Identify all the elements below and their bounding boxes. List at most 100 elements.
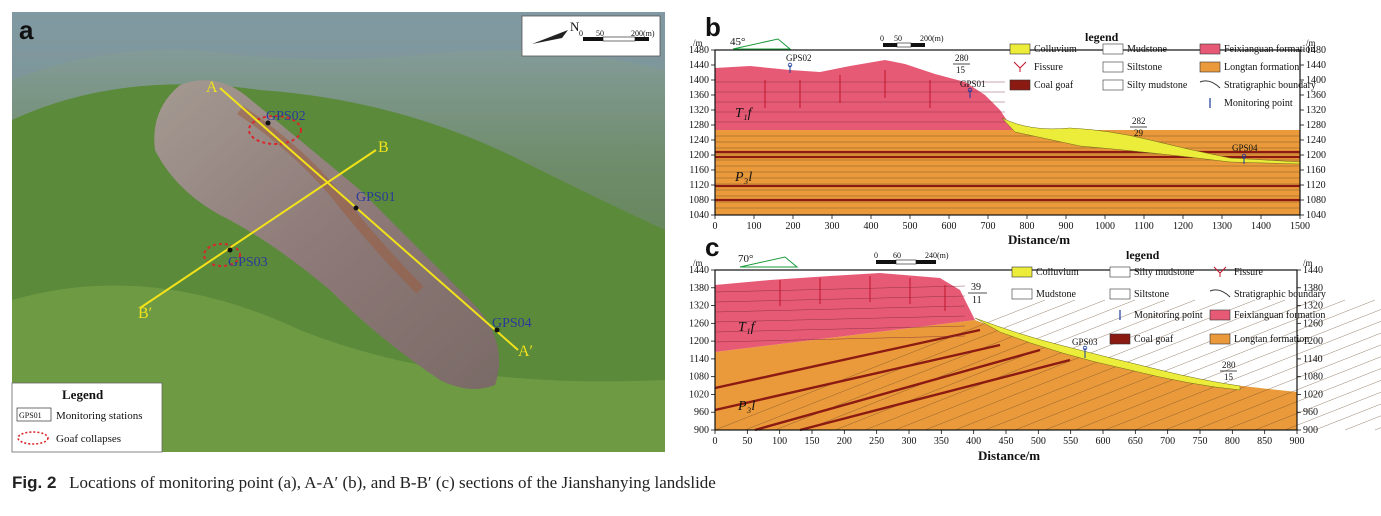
station-label: GPS02 [266,109,306,124]
legend-swatch [1102,79,1124,91]
panel-c-section: c 1440 1440 1380 1380 1320 1320 1260 1260 1200 12… [689,232,1381,463]
svg-text:50: 50 [894,34,902,43]
y-tick-label: 1040 [1306,210,1326,221]
x-tick-label: 1500 [1290,221,1310,232]
x-tick-label: 200 [786,221,801,232]
boundary-icon [1209,289,1231,298]
x-tick-label: 1200 [1173,221,1193,232]
station-marker [494,327,500,333]
svg-text:280: 280 [955,53,969,63]
figure-caption: Fig. 2 Locations of monitoring point (a)… [12,473,716,493]
goaf-collapse-lower [203,243,241,267]
y-tick-label: 1080 [689,195,709,206]
legend-item-label: Mudstone [1127,44,1168,55]
y-tick-label: 1480 [1306,45,1326,56]
legend-item-label: Feixianguan formation [1224,44,1315,55]
north-scale-box: N 0 50 200(m) [521,15,661,57]
y-tick-label: 1400 [1306,75,1326,86]
x-tick-label: 150 [805,436,820,447]
svg-text:GPS02: GPS02 [786,53,812,63]
y-tick-label: 1140 [689,354,709,365]
x-tick-label: 900 [1059,221,1074,232]
section-c-geology [714,273,1381,432]
legend-item-label: Coal goaf [1134,334,1174,345]
x-tick-label: 1100 [1134,221,1154,232]
y-unit: /m [693,38,703,48]
svg-text:legend: legend [1085,30,1119,44]
legend-item-label: Coal goaf [1034,80,1074,91]
dip-angle-c: 70° [738,253,753,265]
legend-swatch [1011,288,1033,300]
legend-item-label: Colluvium [1034,44,1077,55]
y-unit: /m [1306,38,1316,48]
y-tick-label: 1380 [1303,283,1323,294]
x-tick-label: 650 [1128,436,1143,447]
svg-text:50: 50 [596,29,604,38]
fissure-icon [1013,61,1027,72]
station-marker [353,205,359,211]
svg-text:200(m): 200(m) [631,29,655,38]
svg-text:b: b [705,12,721,42]
y-tick-label: 1040 [689,210,709,221]
panel-letter-a: a [19,15,34,45]
station-label: GPS01 [356,190,396,205]
svg-text:P₃l: P₃l [737,399,755,414]
legend-item-label: Monitoring point [1134,310,1203,321]
y-tick-label: 1140 [1303,354,1323,365]
x-tick-label: 800 [1020,221,1035,232]
x-tick-label: 350 [934,436,949,447]
y-tick-label: 1360 [689,90,709,101]
x-tick-label: 450 [999,436,1014,447]
x-tick-label: 800 [1225,436,1240,447]
goaf-collapse-upper [248,115,302,145]
section-b-geology [715,60,1301,215]
y-tick-label: 960 [694,407,709,418]
coal-seam [754,348,1041,432]
north-arrow-icon [532,30,568,44]
x-tick-label: 700 [1160,436,1175,447]
svg-text:15: 15 [1224,372,1234,382]
legend-swatch [1009,43,1031,55]
svg-text:GPS04: GPS04 [1232,143,1258,153]
landslide-scar [154,80,500,390]
y-tick-label: 1280 [1306,120,1326,131]
legend-item-label: Siltstone [1127,62,1163,73]
section-c-axes: 1440 1440 1380 1380 1320 1320 1260 1260 1200 1200… [689,258,1323,447]
y-tick-label: 1400 [689,75,709,86]
x-tick-label: 0 [713,436,718,447]
y-unit: /m [1303,258,1313,268]
y-tick-label: 1260 [689,318,709,329]
x-tick-label: 600 [942,221,957,232]
caption-text: Locations of monitoring point (a), A-A′ … [69,473,716,492]
legend-item-label: Silty mudstone [1127,80,1188,91]
section-line-a [219,87,519,351]
y-tick-label: 1360 [1306,90,1326,101]
legend-item-label: Fissure [1034,62,1063,73]
y-tick-label: 1160 [689,165,709,176]
legend-swatch [1209,333,1231,345]
point-b-label: B [378,139,389,156]
svg-text:c: c [705,232,719,262]
station-marker [265,120,271,126]
x-tick-label: 400 [864,221,879,232]
svg-text:T₁f: T₁f [738,320,757,335]
y-tick-label: 1200 [1303,336,1323,347]
section-c-legend: legend Colluvium Silty mudstone Fissure Mud… [1011,248,1326,345]
legend-swatch [1102,61,1124,73]
x-tick-label: 100 [772,436,787,447]
goaf-legend-icon [17,431,49,445]
x-tick-label: 500 [903,221,918,232]
svg-text:GPS01: GPS01 [19,411,42,420]
legend-title: Legend [62,387,104,402]
y-tick-label: 1080 [1306,195,1326,206]
svg-text:0: 0 [874,251,878,260]
svg-text:60: 60 [893,251,901,260]
legend-swatch [1109,333,1131,345]
formation-label-lower: P₃l [734,170,752,185]
coal-seam [799,358,1071,432]
x-tick-label: 1300 [1212,221,1232,232]
point-b-prime-label: B′ [138,305,152,322]
x-tick-label: 750 [1193,436,1208,447]
panel-b-section: b 1480 1480 1440 1440 1400 1400 1360 1360 1320 13… [689,12,1326,247]
dip-angle-b: 45° [730,36,745,48]
